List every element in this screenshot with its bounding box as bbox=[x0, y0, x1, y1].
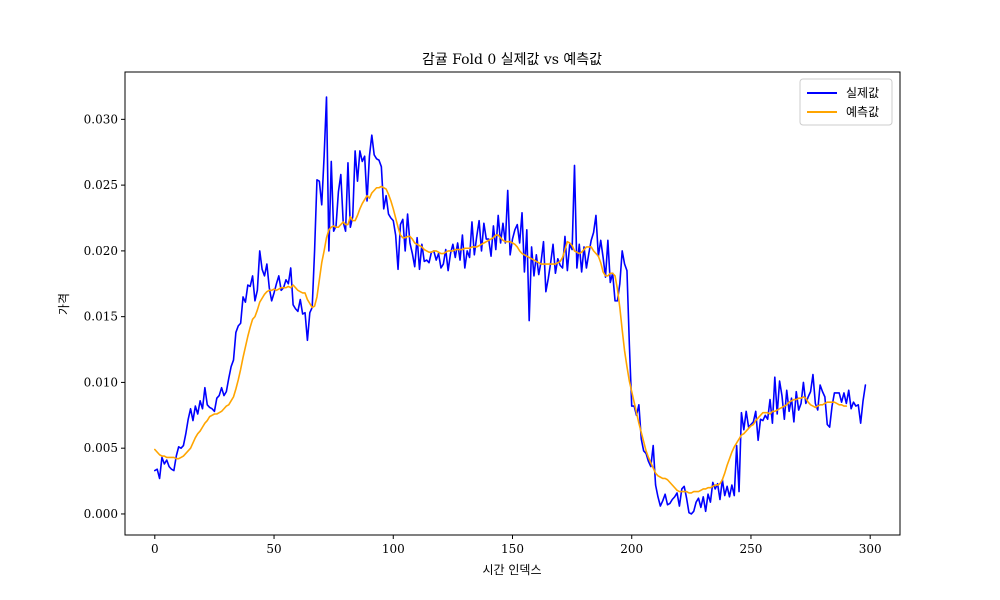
legend-box bbox=[799, 78, 893, 126]
x-tick-label: 50 bbox=[266, 542, 281, 556]
y-tick-label: 0.030 bbox=[84, 112, 118, 126]
y-tick-label: 0.000 bbox=[84, 507, 118, 521]
y-tick-label: 0.025 bbox=[84, 178, 118, 192]
series-layer bbox=[154, 96, 867, 515]
legend: 실제값 예측값 bbox=[799, 78, 893, 126]
x-tick-label: 0 bbox=[151, 542, 159, 556]
y-tick-label: 0.010 bbox=[84, 375, 118, 389]
x-tick-label: 300 bbox=[859, 542, 882, 556]
x-tick-label: 150 bbox=[501, 542, 524, 556]
chart-title: 감귤 Fold 0 실제값 vs 예측값 bbox=[422, 52, 602, 68]
legend-label-actual: 실제값 bbox=[846, 86, 879, 100]
y-tick-label: 0.015 bbox=[84, 310, 118, 324]
legend-label-predicted: 예측값 bbox=[846, 105, 879, 119]
y-tick-label: 0.020 bbox=[84, 244, 118, 258]
y-axis: 0.000 0.005 0.010 0.015 0.020 0.025 0.030 bbox=[84, 112, 125, 521]
x-tick-label: 100 bbox=[382, 542, 405, 556]
x-axis: 0 50 100 150 200 250 300 bbox=[151, 535, 882, 556]
y-axis-label: 가격 bbox=[57, 293, 71, 315]
x-tick-label: 250 bbox=[740, 542, 763, 556]
x-axis-label: 시간 인덱스 bbox=[482, 563, 541, 577]
series-line-actual bbox=[154, 96, 867, 515]
x-tick-label: 200 bbox=[620, 542, 643, 556]
series-line-predicted bbox=[154, 185, 848, 494]
y-tick-label: 0.005 bbox=[84, 441, 118, 455]
